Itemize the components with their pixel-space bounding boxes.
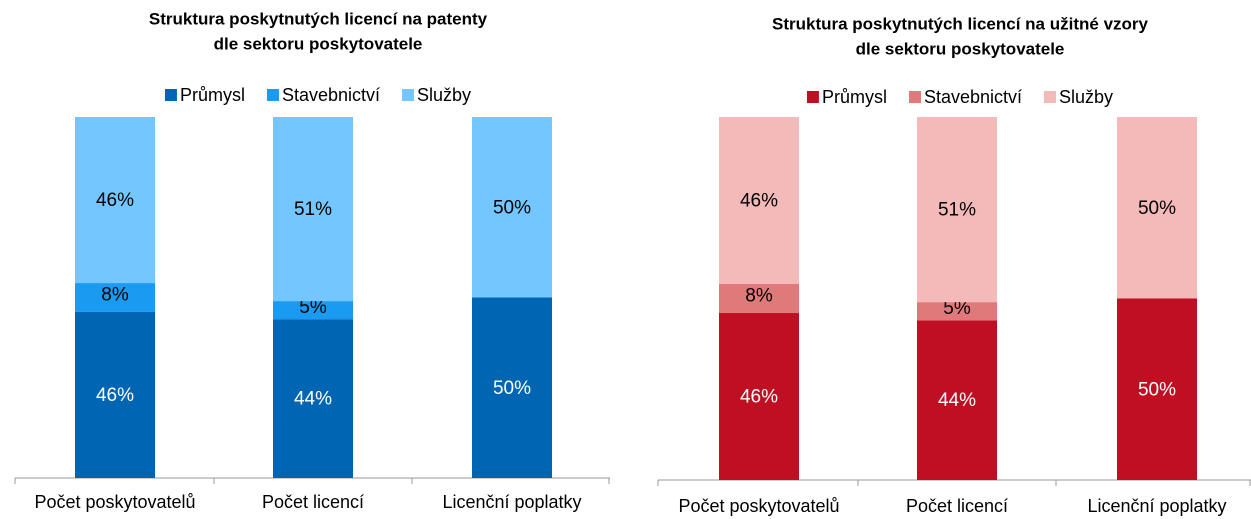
legend-label: Průmysl [822, 87, 887, 107]
value-label: 44% [294, 389, 332, 410]
value-label: 50% [493, 378, 531, 399]
bar-segment [1117, 298, 1197, 480]
value-label: 46% [96, 385, 134, 406]
value-label: 5% [299, 297, 327, 318]
chart-title: Struktura poskytnutých licencí na patent… [149, 9, 488, 28]
legend-swatch [806, 91, 819, 103]
value-label: 46% [96, 190, 134, 211]
bar-segment [273, 117, 353, 302]
bar-segment [1117, 117, 1197, 299]
value-label: 50% [1138, 198, 1176, 219]
value-label: 51% [938, 200, 976, 221]
x-tick-label: Počet licencí [262, 492, 364, 512]
bar-segment [75, 311, 155, 478]
x-tick-label: Licenční poplatky [442, 492, 581, 512]
legend-swatch [266, 89, 279, 101]
bar-segment [719, 117, 799, 284]
legend-swatch [1044, 91, 1057, 103]
value-label: 5% [943, 298, 971, 319]
x-tick-label: Počet licencí [906, 496, 1008, 516]
legend-swatch [402, 89, 415, 101]
value-label: 44% [938, 390, 976, 411]
legend-label: Stavebnictví [282, 85, 380, 105]
bar-segment [719, 313, 799, 480]
bar-segment [917, 117, 997, 303]
x-tick-label: Licenční poplatky [1087, 496, 1226, 516]
x-tick-label: Počet poskytovatelů [678, 496, 839, 516]
bar-segment [719, 283, 799, 314]
value-label: 8% [745, 286, 773, 307]
value-label: 46% [740, 387, 778, 408]
chart-subtitle: dle sektoru poskytovatele [856, 39, 1065, 58]
value-label: 46% [740, 191, 778, 212]
chart-title: Struktura poskytnutých licencí na užitné… [772, 14, 1149, 33]
legend-label: Průmysl [180, 85, 245, 105]
legend-label: Služby [1059, 87, 1113, 107]
value-label: 50% [493, 197, 531, 218]
chart-subtitle: dle sektoru poskytovatele [214, 34, 423, 53]
bar-segment [75, 283, 155, 312]
bar-segment [75, 117, 155, 284]
legend-swatch [908, 91, 921, 103]
x-tick-label: Počet poskytovatelů [34, 492, 195, 512]
value-label: 51% [294, 199, 332, 220]
value-label: 50% [1138, 379, 1176, 400]
value-label: 8% [101, 285, 129, 306]
legend-label: Stavebnictví [924, 87, 1022, 107]
bar-segment [472, 117, 552, 298]
bar-segment [273, 301, 353, 320]
bar-segment [917, 320, 997, 480]
bar-segment [273, 319, 353, 478]
legend-swatch [164, 89, 177, 101]
legend-label: Služby [417, 85, 471, 105]
bar-segment [472, 297, 552, 478]
bar-segment [917, 302, 997, 321]
